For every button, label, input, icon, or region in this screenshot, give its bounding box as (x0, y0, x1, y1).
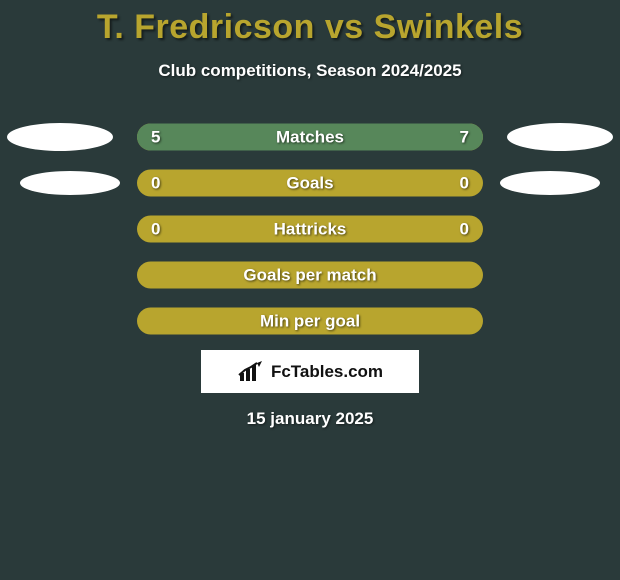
player-right-ellipse (507, 123, 613, 151)
comparison-rows: Matches57Goals00Hattricks00Goals per mat… (0, 120, 620, 429)
stat-row: Hattricks0 0 (0, 212, 620, 246)
stat-value-left: 0 (151, 219, 160, 239)
stat-row: Min per goal (0, 304, 620, 338)
stat-label: Matches (137, 127, 483, 147)
stat-label: Min per goal (137, 311, 483, 331)
branding-logo: FcTables.com (201, 350, 419, 393)
stat-row: Goals per match (0, 258, 620, 292)
date-text: 15 january 2025 (0, 409, 620, 429)
stat-bar: Hattricks0 0 (137, 216, 483, 243)
stat-label: Hattricks (137, 219, 483, 239)
chart-icon (237, 361, 265, 383)
stat-bar: Goals0 0 (137, 170, 483, 197)
stat-value-left: 5 (151, 127, 160, 147)
player-left-ellipse (20, 171, 120, 195)
stat-bar: Matches5 7 (137, 124, 483, 151)
branding-text: FcTables.com (271, 362, 383, 382)
page-title: T. Fredricson vs Swinkels (0, 0, 620, 47)
stat-value-left: 0 (151, 173, 160, 193)
stat-bar: Goals per match (137, 262, 483, 289)
subtitle: Club competitions, Season 2024/2025 (0, 61, 620, 81)
stat-value-right: 7 (460, 127, 469, 147)
player-right-ellipse (500, 171, 600, 195)
stat-value-right: 0 (460, 173, 469, 193)
stat-label: Goals (137, 173, 483, 193)
stat-row: Matches5 7 (0, 120, 620, 154)
player-left-ellipse (7, 123, 113, 151)
stat-bar: Min per goal (137, 308, 483, 335)
stat-label: Goals per match (137, 265, 483, 285)
stat-value-right: 0 (460, 219, 469, 239)
stat-row: Goals0 0 (0, 166, 620, 200)
